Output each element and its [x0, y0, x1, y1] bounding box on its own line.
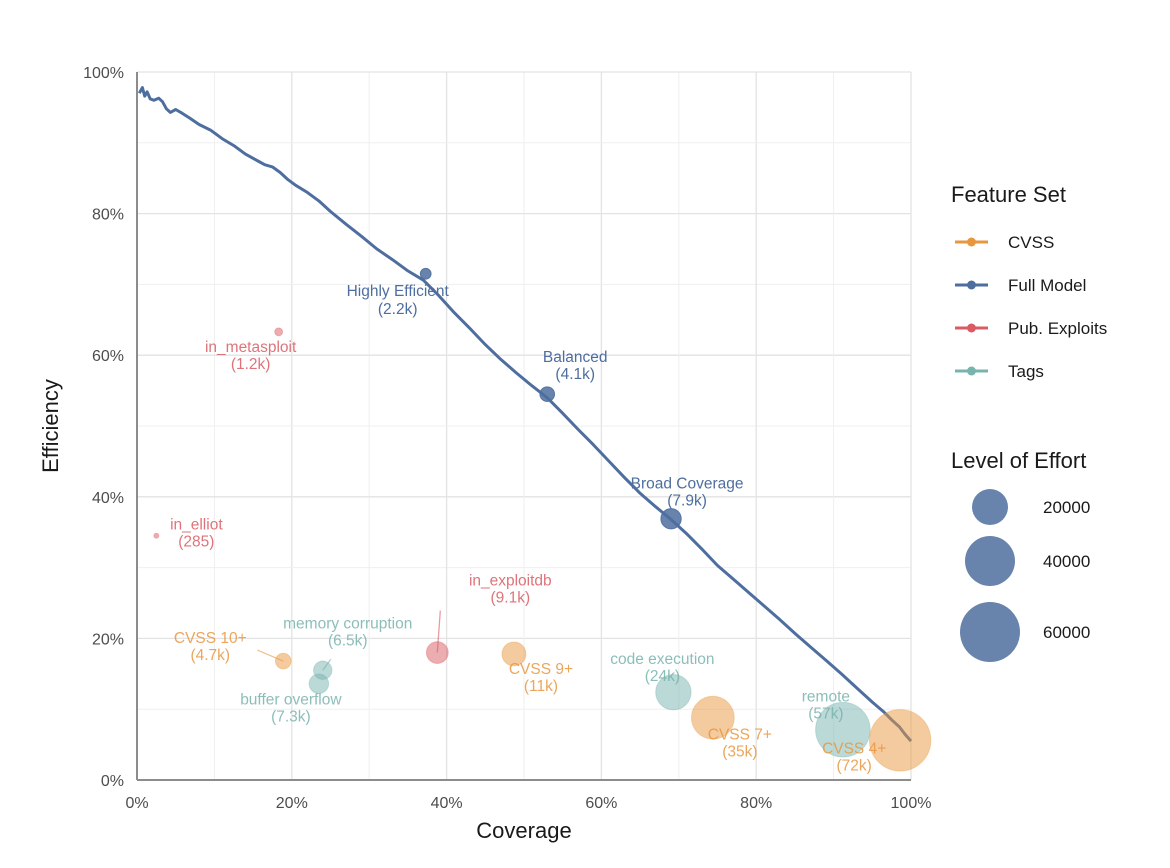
point-cvss-9-effort-label: (11k) [524, 678, 558, 695]
point-buffer-overflow [308, 673, 330, 694]
point-cvss-9-label: CVSS 9+ [509, 661, 573, 678]
legend-effort-item: 20000 [972, 489, 1090, 525]
point-memory-corruption-label: memory corruption [283, 615, 412, 632]
point-balanced-effort-label: (4.1k) [555, 366, 595, 383]
legend-item-tags: Tags [955, 362, 1044, 381]
point-memory-corruption-effort-label: (6.5k) [328, 632, 368, 649]
point-in-elliot-effort-label: (285) [178, 534, 214, 551]
point-cvss-7 [690, 695, 735, 740]
legend-feature-set-title: Feature Set [951, 182, 1066, 207]
legend-item-cvss: CVSS [955, 233, 1054, 252]
legend-label: Full Model [1008, 276, 1086, 295]
point-cvss-10-label: CVSS 10+ [174, 630, 247, 647]
point-in-exploitdb [425, 641, 449, 664]
point-broad-coverage-effort-label: (7.9k) [667, 493, 707, 510]
point-labels: Highly Efficient(2.2k) Balanced(4.1k) Broa… [170, 283, 886, 775]
y-tick-label: 40% [92, 490, 124, 507]
point-code-execution-label: code execution [610, 651, 714, 668]
point-balanced [539, 386, 556, 402]
point-balanced-label: Balanced [543, 349, 608, 366]
point-code-execution [655, 673, 692, 711]
axes: 0% 20% 40% 60% 80% 100% 0% 20% 40% 60% 80% 100% [83, 65, 931, 812]
legend-swatch-dot [967, 280, 976, 290]
point-cvss-7-label: CVSS 7+ [708, 727, 772, 744]
point-broad-coverage [660, 508, 682, 530]
legend-swatch-dot [967, 366, 976, 376]
x-tick-label: 60% [585, 795, 617, 812]
point-remote-effort-label: (57k) [808, 706, 843, 723]
point-cvss-9 [501, 641, 527, 667]
y-tick-label: 100% [83, 65, 124, 82]
legend-label: CVSS [1008, 233, 1054, 252]
point-highly-efficient-label: Highly Efficient [347, 283, 450, 300]
legend-swatch-dot [967, 323, 976, 333]
legend-label: Pub. Exploits [1008, 319, 1107, 338]
full-model-line-path [137, 86, 913, 743]
legend-effort-title: Level of Effort [951, 448, 1086, 473]
point-cvss-4-label: CVSS 4+ [822, 740, 886, 757]
point-highly-efficient [419, 267, 432, 280]
point-cvss-10-effort-label: (4.7k) [190, 647, 230, 664]
point-buffer-overflow-effort-label: (7.3k) [271, 709, 311, 726]
legend-effort-label: 40000 [1043, 552, 1090, 571]
point-in-metasploit-label: in_metasploit [205, 339, 297, 356]
legend-effort-bubble [960, 602, 1020, 662]
point-cvss-7-effort-label: (35k) [722, 744, 757, 761]
point-in-metasploit [274, 327, 284, 337]
x-axis-title: Coverage [476, 818, 571, 843]
point-in-exploitdb-label: in_exploitdb [469, 573, 552, 590]
legend-effort-label: 20000 [1043, 498, 1090, 517]
point-buffer-overflow-label: buffer overflow [240, 692, 342, 709]
legend-effort-bubble [965, 536, 1015, 586]
point-highly-efficient-effort-label: (2.2k) [378, 301, 418, 318]
points-layer [153, 267, 932, 772]
grid [136, 71, 912, 781]
x-tick-label: 100% [891, 795, 932, 812]
point-in-metasploit-effort-label: (1.2k) [231, 356, 271, 373]
point-remote-label: remote [802, 689, 850, 706]
x-tick-label: 20% [276, 795, 308, 812]
x-tick-label: 40% [431, 795, 463, 812]
legend-effort-label: 60000 [1043, 623, 1090, 642]
point-cvss-10 [274, 652, 292, 670]
legend-effort-item: 40000 [965, 536, 1090, 586]
y-tick-label: 80% [92, 207, 124, 224]
y-tick-label: 60% [92, 348, 124, 365]
legend-item-pub-exploits: Pub. Exploits [955, 319, 1107, 338]
point-cvss-4-effort-label: (72k) [836, 757, 871, 774]
legend-effort-bubble [972, 489, 1008, 525]
legend-effort-item: 60000 [960, 602, 1090, 662]
y-axis-title: Efficiency [38, 379, 63, 473]
point-remote [815, 701, 871, 758]
point-cvss-4 [868, 709, 932, 772]
point-broad-coverage-label: Broad Coverage [631, 476, 744, 493]
y-tick-label: 20% [92, 631, 124, 648]
x-tick-label: 0% [125, 795, 148, 812]
point-in-elliot [153, 532, 160, 539]
legend-item-full-model: Full Model [955, 276, 1086, 295]
x-tick-label: 80% [740, 795, 772, 812]
point-in-elliot-label: in_elliot [170, 517, 223, 534]
full-model-line [137, 86, 913, 743]
legend-swatch-dot [967, 237, 976, 247]
y-tick-label: 0% [101, 773, 124, 790]
legend-label: Tags [1008, 362, 1044, 381]
point-code-execution-effort-label: (24k) [645, 668, 680, 685]
point-in-exploitdb-effort-label: (9.1k) [490, 590, 530, 607]
legend: Feature Set CVSS Full Model Pub. Exploits Ta… [951, 182, 1107, 662]
